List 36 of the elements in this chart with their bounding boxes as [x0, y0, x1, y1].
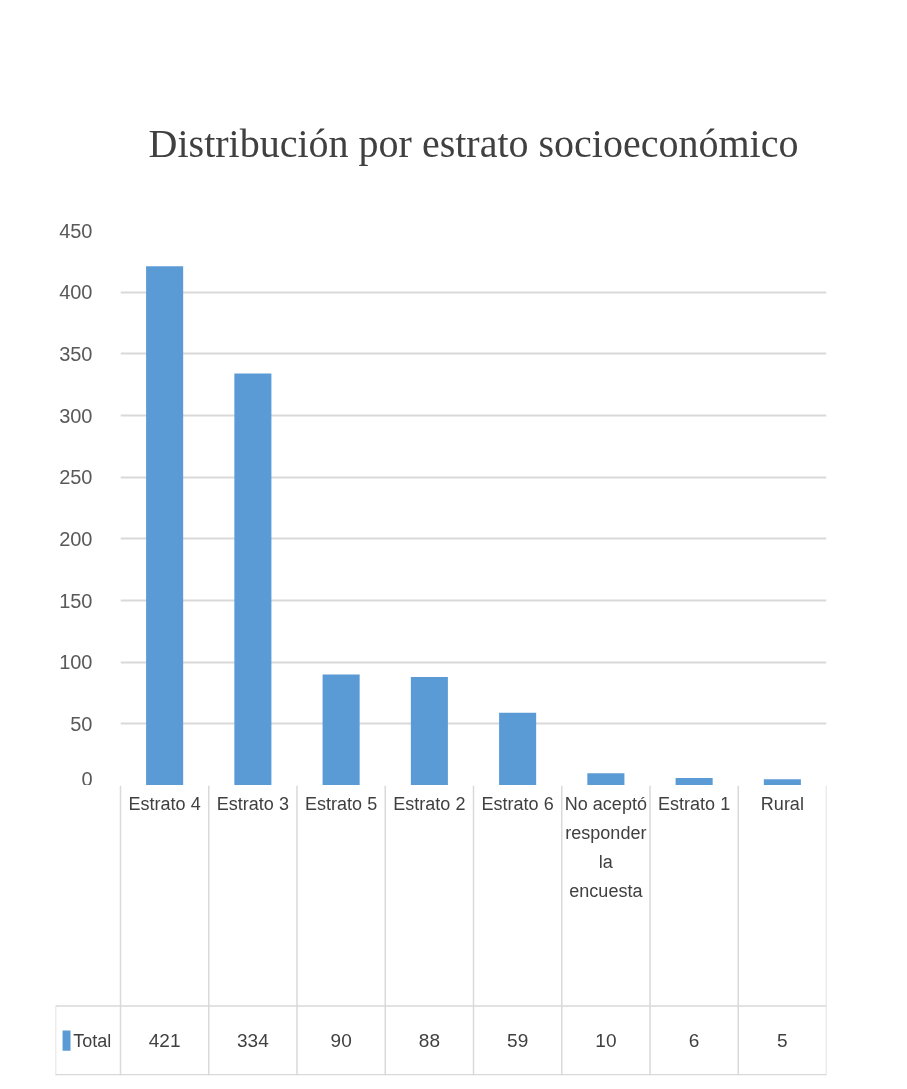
- x-tick-label: Estrato 6: [481, 794, 554, 815]
- data-label: 334: [237, 1030, 270, 1052]
- data-label: 10: [595, 1030, 617, 1052]
- x-tick-label: Estrato 2: [393, 794, 466, 815]
- y-tick-label: 50: [70, 712, 93, 735]
- bar: [587, 773, 625, 785]
- y-tick-label: 100: [59, 651, 93, 674]
- data-label: 88: [418, 1030, 440, 1052]
- y-tick-label: 400: [59, 281, 93, 304]
- data-label: 5: [777, 1030, 788, 1052]
- legend-label: Total: [73, 1030, 112, 1051]
- x-tick-label: Estrato 1: [658, 794, 731, 815]
- bar: [234, 373, 272, 785]
- bar: [322, 674, 360, 785]
- data-label: 6: [688, 1030, 700, 1052]
- bar: [675, 778, 713, 785]
- bar: [763, 779, 801, 785]
- y-tick-label: 200: [59, 527, 93, 550]
- chart-title: Distribución por estrato socioeconómico: [148, 120, 799, 166]
- y-tick-label: 0: [81, 767, 93, 790]
- data-label: 59: [507, 1030, 529, 1052]
- y-tick-label: 450: [59, 219, 93, 242]
- x-tick-label: Estrato 3: [216, 794, 289, 815]
- bar: [146, 266, 184, 785]
- y-tick-label: 300: [59, 404, 93, 427]
- bar: [499, 712, 537, 785]
- data-label: 421: [148, 1030, 181, 1052]
- bar: [410, 676, 448, 785]
- x-tick-label: Estrato 5: [305, 794, 378, 815]
- y-tick-label: 350: [59, 342, 93, 365]
- x-tick-label: Estrato 4: [128, 794, 201, 815]
- y-tick-label: 150: [59, 589, 93, 612]
- data-label: 90: [330, 1030, 352, 1052]
- x-tick-label: No aceptó responder la encuesta: [564, 794, 647, 902]
- x-tick-label: Rural: [760, 794, 804, 815]
- y-tick-label: 250: [59, 466, 93, 489]
